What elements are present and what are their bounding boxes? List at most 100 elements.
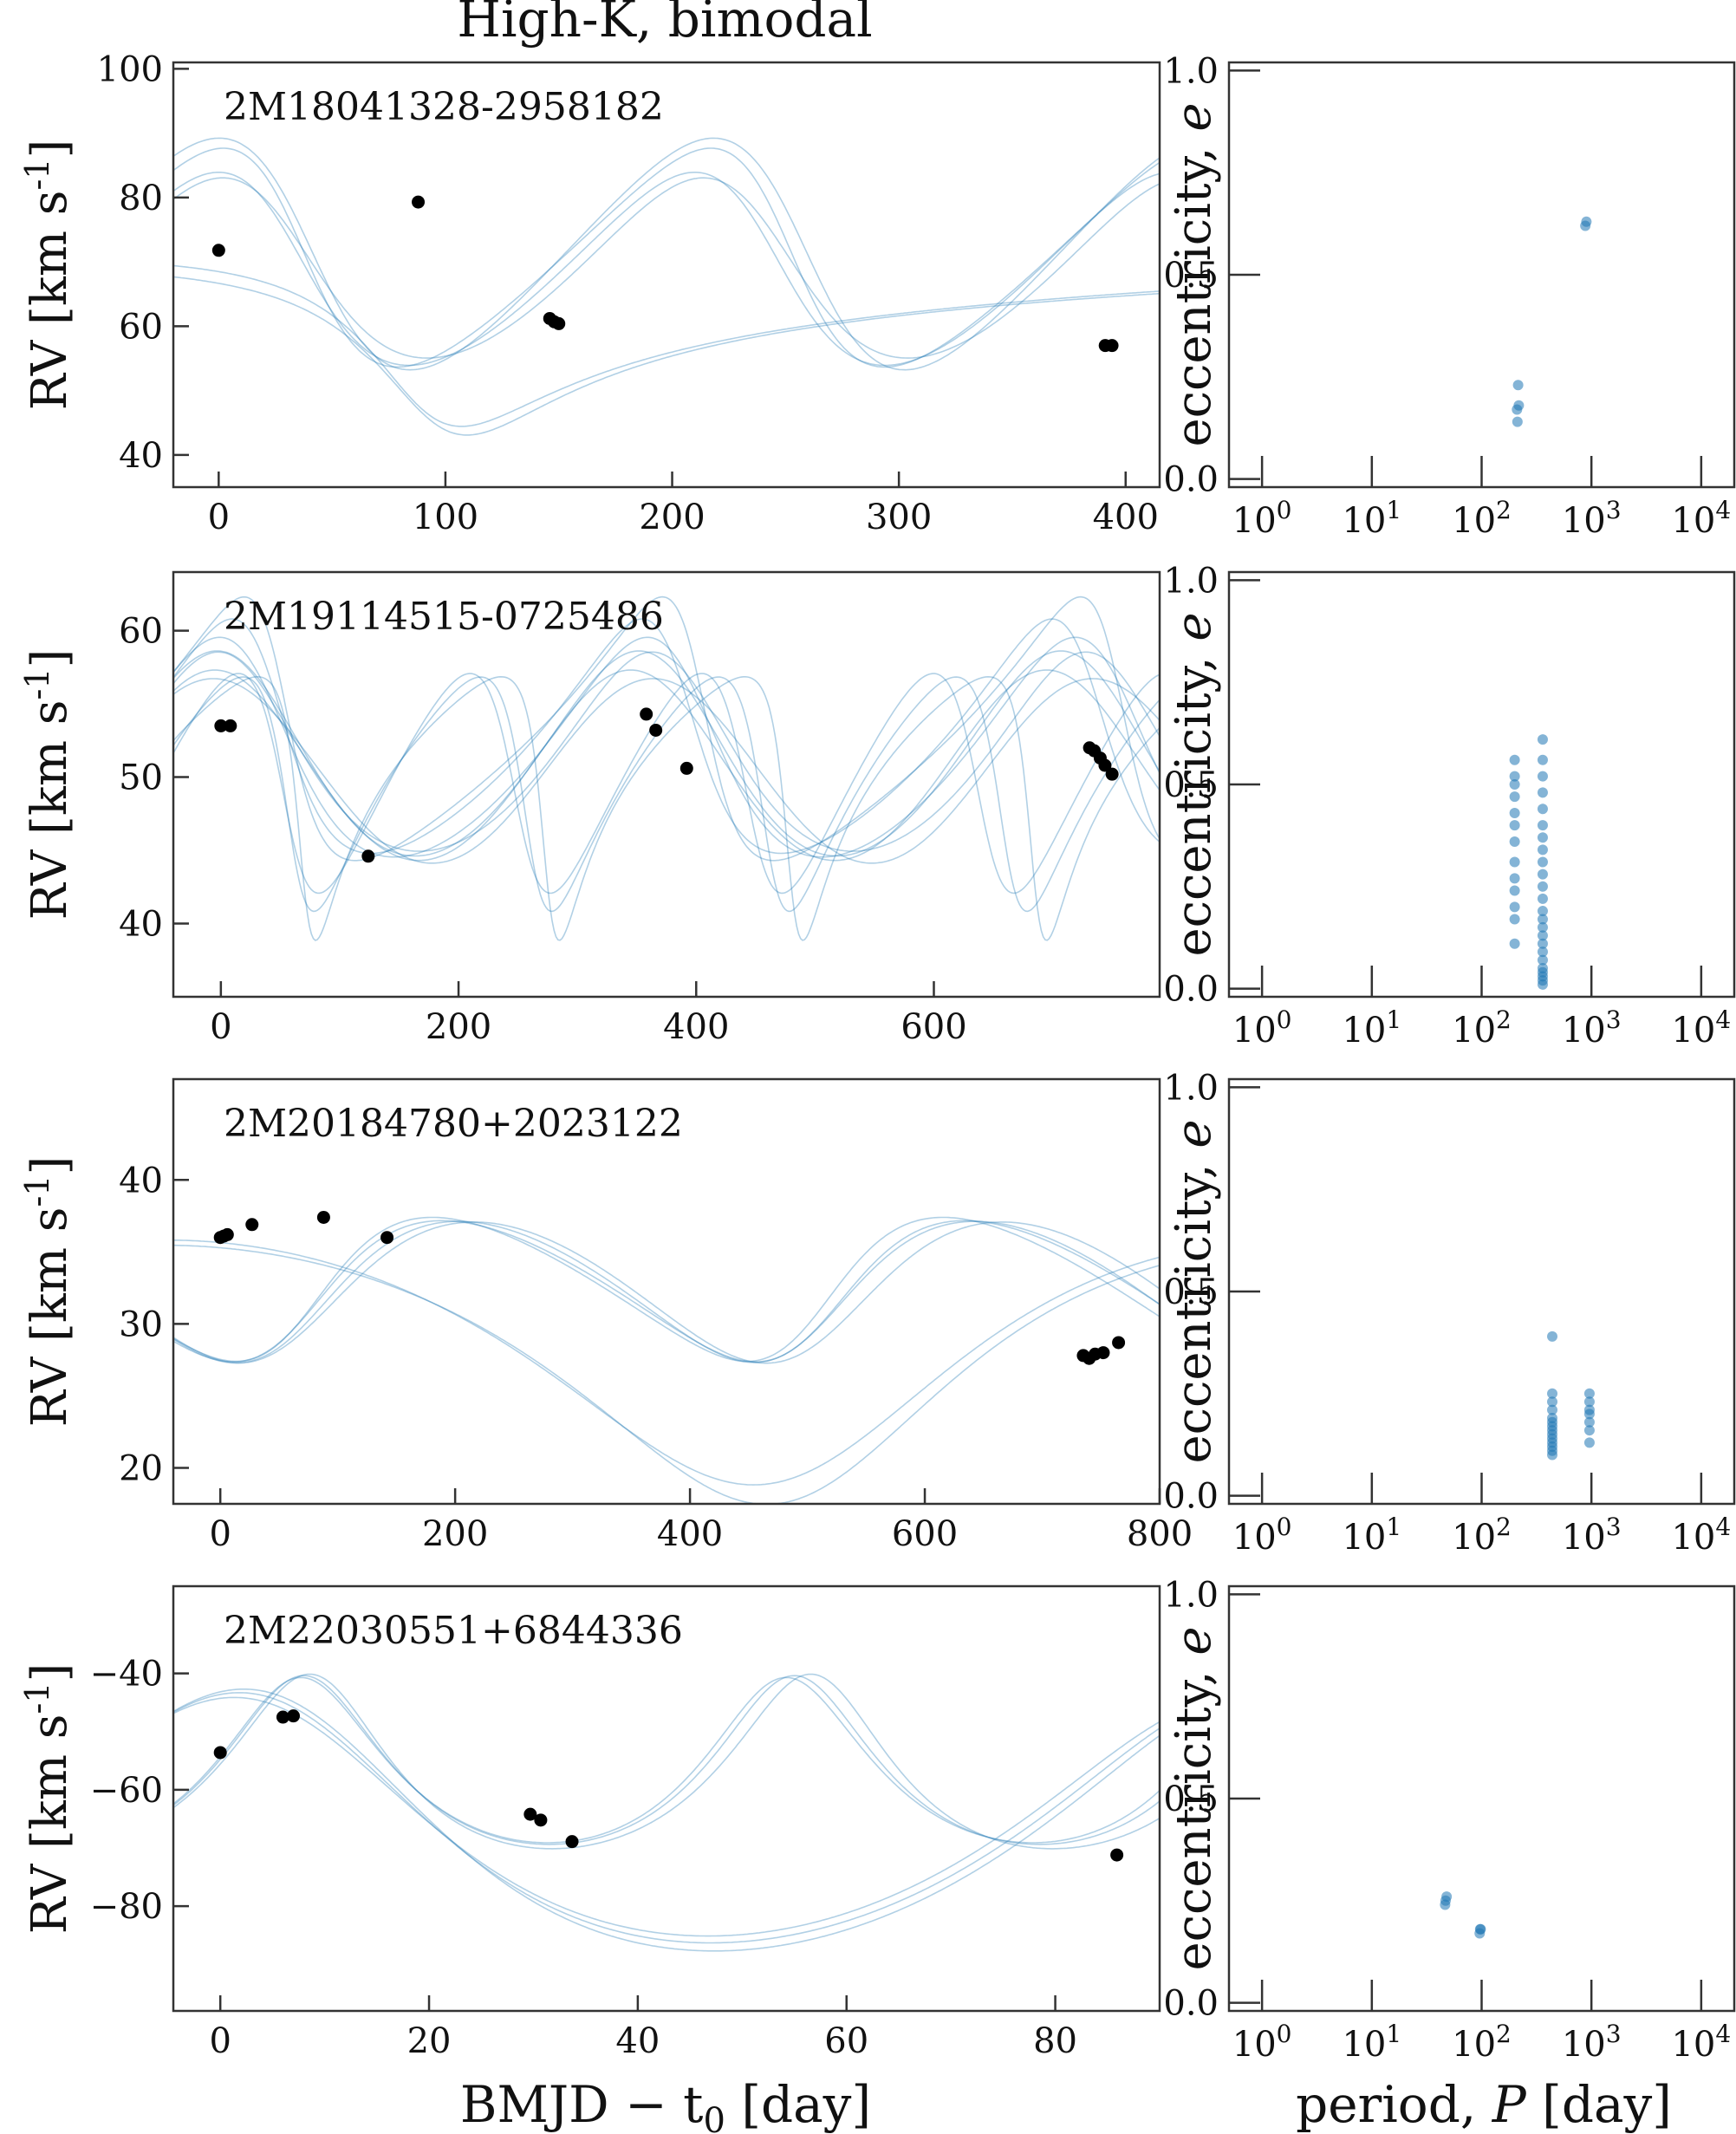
ecc-sample-point (1537, 771, 1548, 782)
ecc-x-tick-label: 103 (1562, 1005, 1622, 1051)
rv-sample-curve (173, 678, 1160, 864)
ecc-sample-point (1537, 914, 1548, 925)
ecc-x-tick-label: 101 (1342, 496, 1401, 541)
rv-x-tick-label: 800 (1127, 1514, 1193, 1554)
ecc-sample-point (1537, 869, 1548, 880)
rv-observation-point (213, 1746, 227, 1760)
rv-y-tick-label: 40 (119, 905, 163, 945)
rv-sample-curve (173, 1220, 1160, 1363)
ecc-axes-frame (1227, 570, 1736, 999)
rv-axes-frame (172, 61, 1161, 489)
ecc-y-tick-label: 0.0 (1163, 1477, 1219, 1517)
rv-sample-curve (173, 651, 1160, 852)
ecc-sample-point (1509, 771, 1520, 782)
rv-y-tick-label: 60 (119, 307, 163, 347)
ecc-sample-point (1441, 1891, 1453, 1903)
ecc-x-tick-label: 102 (1452, 2020, 1512, 2065)
ecc-sample-point (1547, 1330, 1558, 1342)
ecc-axes-frame (1227, 1077, 1736, 1506)
ecc-x-tick-label: 101 (1342, 1005, 1401, 1051)
rv-sample-curve (173, 636, 1160, 858)
rv-observation-point (220, 1227, 234, 1241)
ecc-panel-3: 0.0 0.5 1.0 100 101 102 103 104 eccentricity, e (1163, 1068, 1736, 1558)
star-id-label: 2M18041328-2958182 (224, 85, 664, 129)
ecc-sample-point (1547, 1396, 1558, 1408)
ecc-sample-point (1509, 885, 1520, 896)
star-id-label: 2M22030551+6844336 (224, 1609, 683, 1653)
ecc-y-tick-label: 0.5 (1163, 765, 1219, 805)
rv-x-tick-label: 0 (208, 498, 230, 537)
rv-x-tick-label: 40 (615, 2021, 660, 2061)
rv-sample-curve (173, 1696, 1160, 1937)
ecc-sample-point (1537, 787, 1548, 798)
rv-observation-point (245, 1218, 259, 1232)
rv-sample-curve (173, 1676, 1160, 1844)
rv-sample-curve (173, 172, 1160, 367)
rv-sample-curve (173, 1220, 1160, 1363)
rv-sample-curve (173, 1673, 1160, 1850)
rv-axes-frame (172, 570, 1161, 999)
ecc-sample-point (1509, 901, 1520, 913)
rv-sample-curve (173, 276, 1160, 436)
rv-x-tick-label: 0 (209, 2021, 231, 2061)
ecc-sample-point (1509, 836, 1520, 847)
ecc-sample-point (1509, 938, 1520, 949)
ecc-sample-point (1537, 906, 1548, 917)
rv-x-tick-label: 400 (657, 1514, 723, 1554)
star-id-label: 2M20184780+2023122 (224, 1102, 683, 1146)
rv-observation-point (412, 195, 426, 209)
ecc-sample-point (1509, 807, 1520, 818)
ecc-panel-4: 0.0 0.5 1.0 100 101 102 103 104 eccentricity, e p… (1163, 1575, 1736, 2134)
ecc-x-tick-label: 103 (1562, 2020, 1622, 2065)
rv-x-tick-label: 400 (663, 1007, 729, 1047)
rv-sample-curve (173, 1221, 1160, 1364)
rv-x-tick-label: 60 (824, 2021, 868, 2061)
ecc-sample-point (1537, 734, 1548, 745)
rv-sample-curve (173, 676, 1160, 913)
ecc-y-tick-label: 1.0 (1163, 1575, 1219, 1615)
ecc-y-tick-label: 1.0 (1163, 561, 1219, 601)
ecc-y-axis-label: eccentricity, e (1166, 1120, 1222, 1464)
rv-y-axis-label: RV [km s-1] (18, 1156, 78, 1428)
rv-x-tick-label: 200 (426, 1007, 491, 1047)
rv-observation-point (316, 1210, 330, 1224)
rv-axes-frame (172, 1584, 1161, 2013)
ecc-sample-point (1583, 1409, 1595, 1420)
rv-observation-point (640, 707, 653, 721)
rv-sample-curve (173, 669, 1160, 862)
rv-x-tick-label: 20 (407, 2021, 452, 2061)
rv-x-tick-label: 200 (422, 1514, 488, 1554)
rv-sample-curve (173, 1692, 1160, 1944)
ecc-y-tick-label: 0.5 (1163, 256, 1219, 296)
ecc-sample-point (1547, 1449, 1558, 1461)
rv-observation-point (361, 849, 375, 863)
rv-sample-curve (173, 1244, 1160, 1504)
ecc-y-tick-label: 1.0 (1163, 1068, 1219, 1108)
ecc-x-tick-label: 100 (1232, 2020, 1292, 2065)
rv-x-tick-label: 0 (210, 1007, 231, 1047)
rv-axes-frame (172, 1077, 1161, 1506)
rv-y-tick-label: 40 (119, 1161, 163, 1200)
ecc-x-tick-label: 100 (1232, 1513, 1292, 1558)
rv-sample-curve (173, 1216, 1160, 1363)
ecc-x-tick-label: 100 (1232, 496, 1292, 541)
rv-sample-curve (173, 147, 1160, 368)
ecc-x-tick-label: 102 (1452, 1005, 1512, 1051)
ecc-sample-point (1509, 856, 1520, 868)
rv-sample-curves (173, 1673, 1160, 1952)
rv-observation-point (649, 723, 663, 737)
rv-y-tick-label: 80 (119, 179, 163, 218)
ecc-x-tick-label: 104 (1671, 496, 1731, 541)
rv-observation-point (224, 719, 237, 732)
rv-x-tick-label: 300 (866, 498, 932, 537)
rv-sample-curves (173, 137, 1160, 436)
ecc-sample-point (1440, 1899, 1451, 1910)
rv-x-tick-label: 400 (1093, 498, 1159, 537)
ecc-sample-point (1583, 1425, 1595, 1436)
rv-y-tick-label: 30 (119, 1304, 163, 1344)
ecc-x-tick-label: 101 (1342, 1513, 1401, 1558)
ecc-y-tick-label: 0.5 (1163, 1779, 1219, 1819)
star-id-label: 2M19114515-0725486 (224, 595, 664, 639)
ecc-sample-point (1537, 820, 1548, 831)
